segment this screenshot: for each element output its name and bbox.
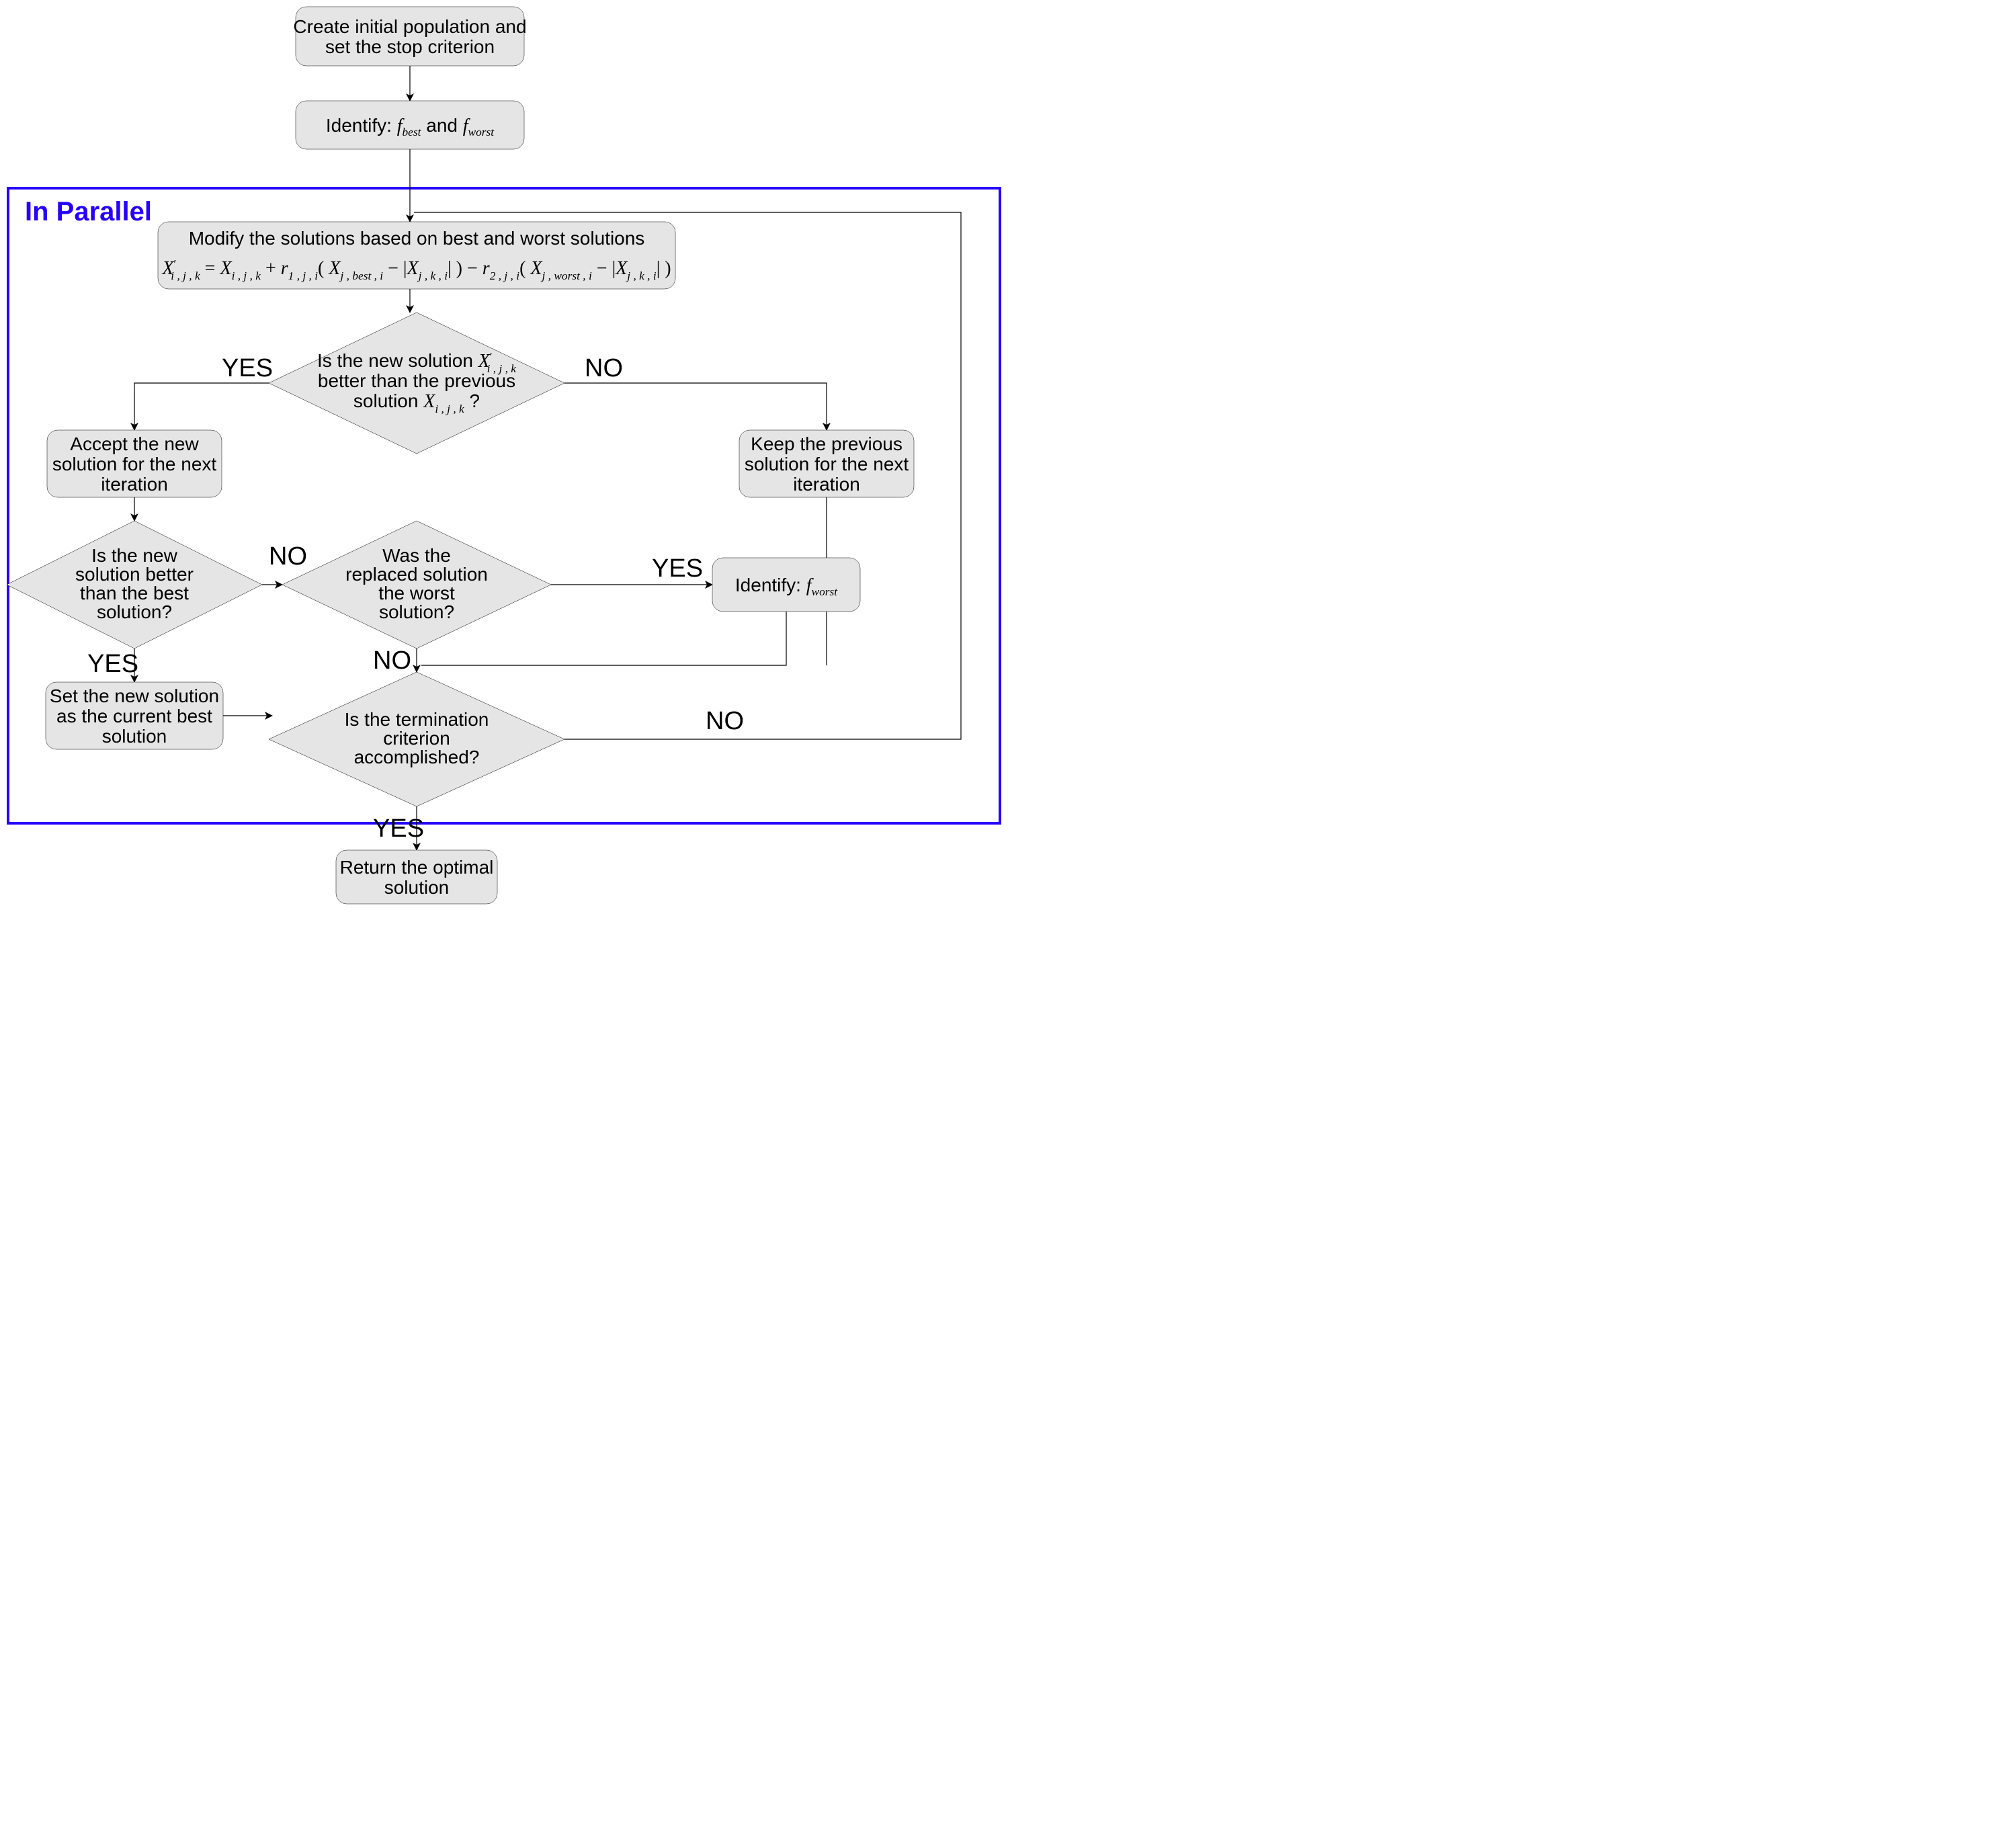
svg-text:Create initial population and: Create initial population and — [293, 16, 526, 37]
svg-text:Is the new: Is the new — [91, 545, 177, 566]
svg-text:Is the termination: Is the termination — [345, 709, 489, 730]
svg-text:Set the new solution: Set the new solution — [50, 685, 219, 706]
svg-text:Was the: Was the — [382, 545, 451, 566]
svg-text:NO: NO — [373, 646, 411, 675]
svg-text:accomplished?: accomplished? — [354, 747, 480, 767]
edge-e4 — [134, 383, 269, 430]
edge-e5 — [564, 383, 827, 430]
svg-text:YES: YES — [652, 554, 703, 583]
svg-text:NO: NO — [706, 707, 744, 735]
parallel-label: In Parallel — [25, 197, 152, 226]
svg-text:Keep the previous: Keep the previous — [751, 433, 902, 454]
svg-text:better than the previous: better than the previous — [318, 370, 515, 391]
svg-text:solution?: solution? — [379, 601, 454, 622]
svg-text:set the stop criterion: set the stop criterion — [325, 36, 495, 57]
svg-text:than the best: than the best — [80, 583, 189, 603]
svg-text:solution: solution — [102, 726, 167, 747]
node-n3-title: Modify the solutions based on best and w… — [189, 228, 645, 249]
svg-text:YES: YES — [373, 814, 424, 843]
svg-text:iteration: iteration — [793, 474, 860, 495]
svg-text:solution for the next: solution for the next — [745, 454, 909, 474]
flowchart-canvas: In Parallel YES NO NO YES YES NO NO YES Create in… — [0, 0, 1008, 921]
svg-text:YES: YES — [87, 650, 138, 678]
svg-text:criterion: criterion — [383, 728, 450, 749]
svg-text:replaced solution: replaced solution — [345, 564, 488, 585]
svg-text:NO: NO — [585, 354, 623, 382]
svg-text:solution for the next: solution for the next — [52, 454, 217, 474]
svg-text:NO: NO — [269, 542, 307, 571]
svg-text:Return the optimal: Return the optimal — [340, 857, 494, 878]
svg-text:solution better: solution better — [75, 564, 194, 585]
svg-text:Accept the new: Accept the new — [70, 433, 199, 454]
svg-text:solution?: solution? — [97, 601, 172, 622]
svg-text:iteration: iteration — [101, 474, 168, 495]
svg-text:the worst: the worst — [378, 583, 455, 603]
svg-text:as the current best: as the current best — [56, 706, 212, 726]
svg-text:YES: YES — [222, 354, 273, 382]
svg-text:solution: solution — [384, 877, 450, 898]
